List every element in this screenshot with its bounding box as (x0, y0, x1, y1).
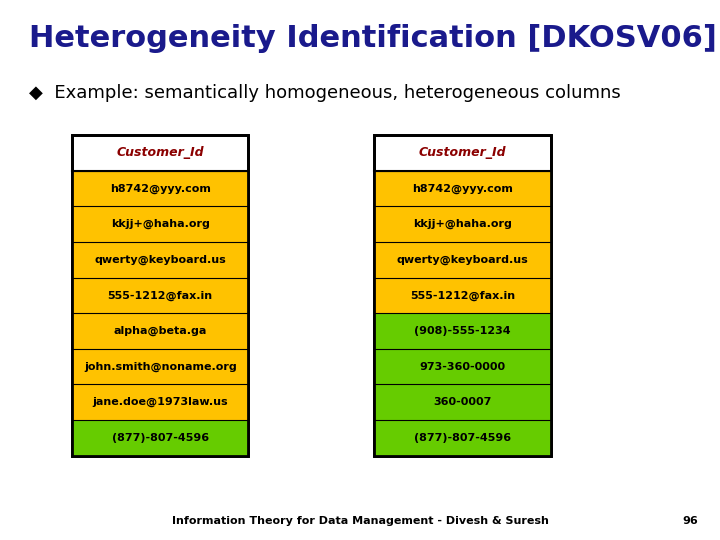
Text: kkjj+@haha.org: kkjj+@haha.org (111, 219, 210, 230)
Bar (374, 242, 551, 278)
Text: Heterogeneity Identification [DKOSV06]: Heterogeneity Identification [DKOSV06] (29, 24, 716, 53)
Bar (72, 278, 248, 313)
Bar (374, 278, 551, 313)
Bar (72, 206, 248, 242)
Text: (908)-555-1234: (908)-555-1234 (414, 326, 511, 336)
Text: alpha@beta.ga: alpha@beta.ga (114, 326, 207, 336)
Text: (877)-807-4596: (877)-807-4596 (414, 433, 511, 443)
Bar (374, 135, 551, 456)
Text: 360-0007: 360-0007 (433, 397, 492, 407)
Bar (374, 420, 551, 456)
Text: h8742@yyy.com: h8742@yyy.com (412, 183, 513, 194)
Text: Information Theory for Data Management - Divesh & Suresh: Information Theory for Data Management -… (171, 516, 549, 526)
Bar (374, 384, 551, 420)
Text: 973-360-0000: 973-360-0000 (420, 362, 505, 372)
Text: qwerty@keyboard.us: qwerty@keyboard.us (94, 254, 226, 265)
Text: Customer_Id: Customer_Id (419, 146, 506, 159)
Bar (72, 420, 248, 456)
Text: qwerty@keyboard.us: qwerty@keyboard.us (397, 254, 528, 265)
Text: h8742@yyy.com: h8742@yyy.com (109, 183, 211, 194)
Bar (374, 135, 551, 456)
Bar (72, 313, 248, 349)
Bar (374, 313, 551, 349)
Bar (72, 171, 248, 206)
Text: 96: 96 (683, 516, 698, 526)
Bar (72, 242, 248, 278)
Bar (72, 384, 248, 420)
Text: jane.doe@1973law.us: jane.doe@1973law.us (92, 397, 228, 408)
Text: Customer_Id: Customer_Id (117, 146, 204, 159)
Text: ◆  Example: semantically homogeneous, heterogeneous columns: ◆ Example: semantically homogeneous, het… (29, 84, 621, 102)
Text: 555-1212@fax.in: 555-1212@fax.in (107, 290, 213, 301)
Text: john.smith@noname.org: john.smith@noname.org (84, 361, 237, 372)
Text: 555-1212@fax.in: 555-1212@fax.in (410, 290, 516, 301)
Bar (72, 349, 248, 384)
Text: kkjj+@haha.org: kkjj+@haha.org (413, 219, 512, 230)
Bar (374, 349, 551, 384)
Text: (877)-807-4596: (877)-807-4596 (112, 433, 209, 443)
Bar (72, 135, 248, 456)
Bar (374, 206, 551, 242)
Bar (72, 135, 248, 456)
Bar (374, 171, 551, 206)
